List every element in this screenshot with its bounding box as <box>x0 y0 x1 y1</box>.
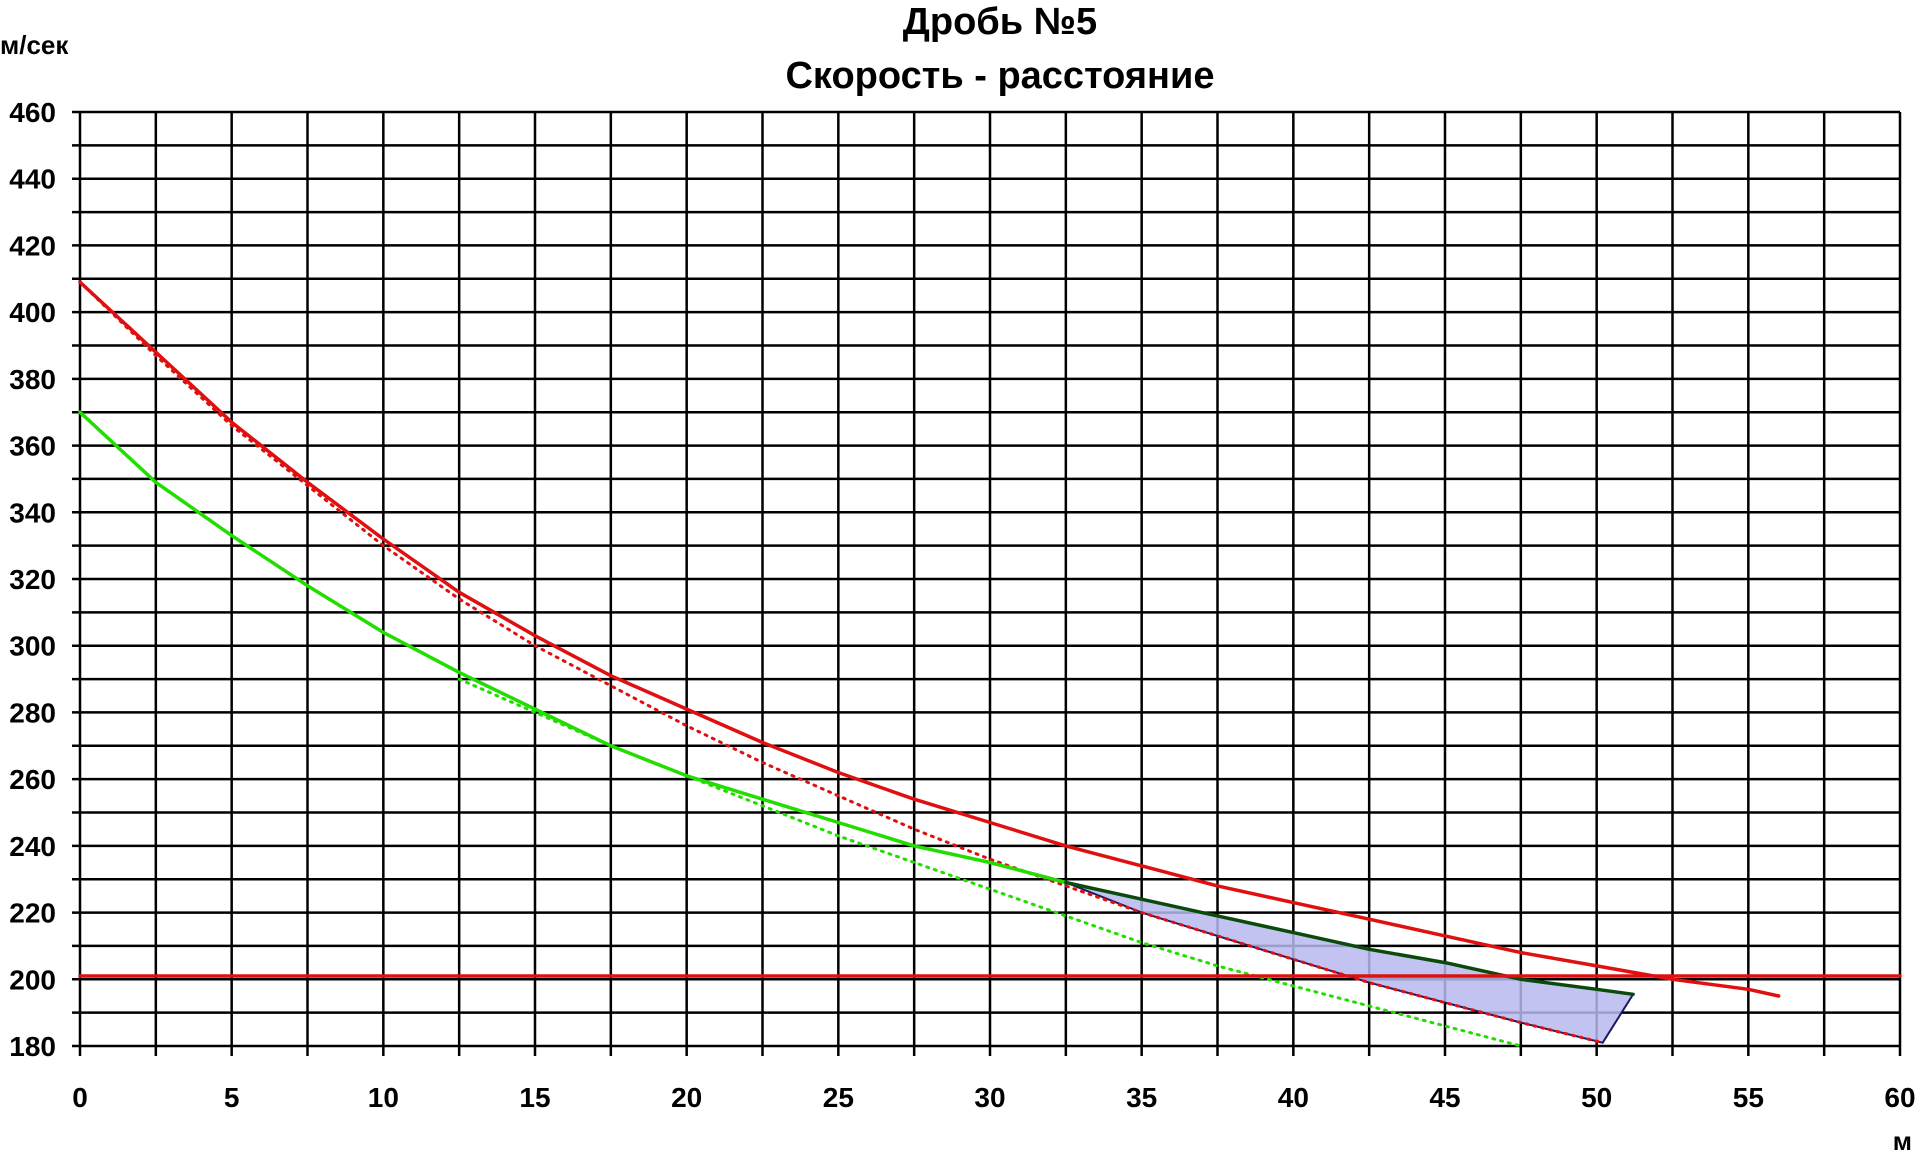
series-line-4 <box>457 677 1523 1048</box>
y-tick-label: 280 <box>9 697 56 728</box>
series-line-3 <box>78 410 1068 885</box>
x-axis-unit-label: м <box>1893 1126 1912 1156</box>
y-tick-labels: 180 200 220 240 260 280 300 320 340 360 380 400 420 4… <box>9 97 56 1062</box>
y-tick-label: 340 <box>9 497 56 528</box>
y-tick-label: 260 <box>9 764 56 795</box>
chart-title-line2: Скорость - расстояние <box>785 55 1214 97</box>
x-tick-label: 45 <box>1429 1082 1460 1113</box>
series-line-1 <box>78 280 1781 998</box>
x-tick-label: 25 <box>823 1082 854 1113</box>
x-tick-label: 60 <box>1884 1082 1915 1113</box>
x-tick-label: 55 <box>1733 1082 1764 1113</box>
y-tick-label: 200 <box>9 964 56 995</box>
x-tick-labels: 0 5 10 15 20 25 30 35 40 45 50 55 60 <box>72 1082 1915 1113</box>
y-tick-label: 300 <box>9 631 56 662</box>
y-tick-label: 320 <box>9 564 56 595</box>
x-tick-label: 0 <box>72 1082 88 1113</box>
y-tick-label: 240 <box>9 831 56 862</box>
y-tick-label: 420 <box>9 230 56 261</box>
y-tick-label: 440 <box>9 164 56 195</box>
y-axis-unit-label: м/сек <box>0 30 69 60</box>
fill-region <box>1065 881 1635 1044</box>
x-tick-label: 20 <box>671 1082 702 1113</box>
x-tick-label: 5 <box>224 1082 240 1113</box>
series-line-5 <box>1064 880 1635 997</box>
series-group <box>78 280 1902 1048</box>
x-tick-label: 35 <box>1126 1082 1157 1113</box>
x-tick-label: 30 <box>974 1082 1005 1113</box>
x-tick-label: 15 <box>519 1082 550 1113</box>
x-tick-label: 10 <box>368 1082 399 1113</box>
chart-title-line1: Дробь №5 <box>903 1 1097 43</box>
y-tick-label: 460 <box>9 97 56 128</box>
x-tick-label: 40 <box>1278 1082 1309 1113</box>
fill-region-group <box>1065 881 1635 1044</box>
grid <box>72 110 1902 1056</box>
y-tick-label: 360 <box>9 431 56 462</box>
y-tick-label: 220 <box>9 898 56 929</box>
y-tick-label: 400 <box>9 297 56 328</box>
y-tick-label: 380 <box>9 364 56 395</box>
x-tick-label: 50 <box>1581 1082 1612 1113</box>
y-tick-label: 180 <box>9 1031 56 1062</box>
